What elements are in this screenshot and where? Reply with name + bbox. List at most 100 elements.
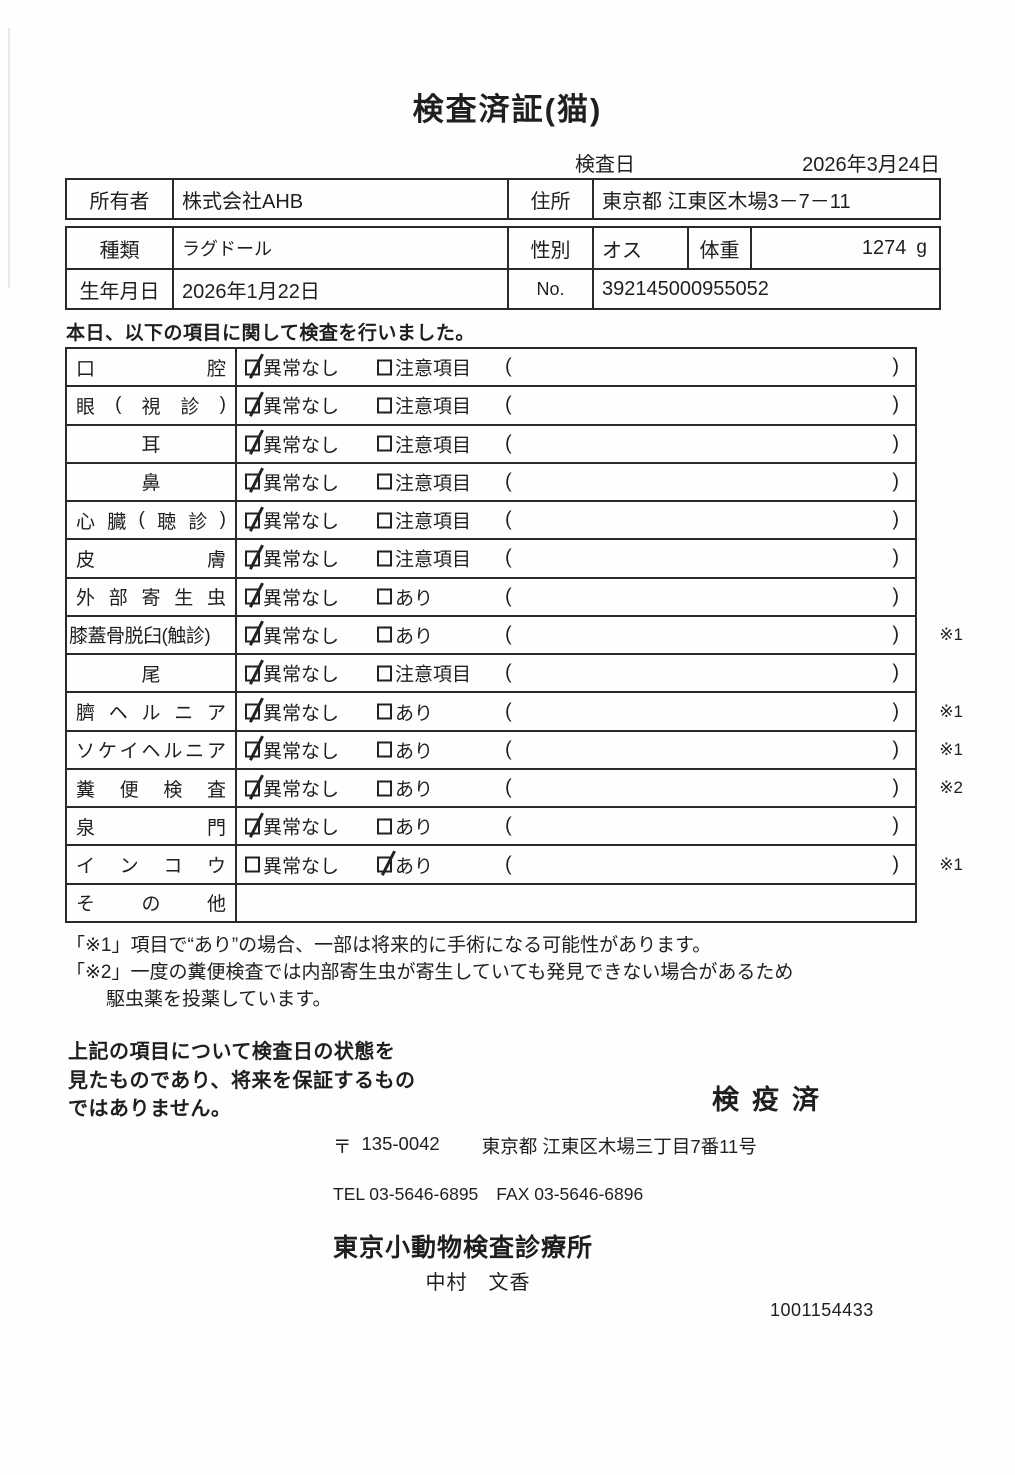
paren-open: (	[505, 814, 512, 837]
label-char: 膚	[206, 549, 226, 571]
checklist-table: 口腔異常なし 注意項目() 眼(視診) 異常なし 注意項目() 耳異常なし 注意項目() 鼻異…	[65, 347, 963, 923]
row-note: ※1	[939, 701, 963, 721]
checklist-option: 異常なし	[245, 775, 339, 802]
checklist-row-content: 異常なし 注意項目 ()	[237, 426, 915, 462]
checklist-row-content: 異常なし 注意項目 ()	[237, 540, 915, 576]
label-char: 寄	[141, 588, 161, 610]
label-char: 診	[188, 511, 208, 533]
checklist-option: 異常なし	[245, 392, 339, 419]
checklist-row: 鼻 異常なし 注意項目 ()	[67, 461, 915, 501]
checklist-option-label: 異常なし	[263, 473, 340, 495]
checkbox-checked-icon	[245, 703, 260, 720]
paren-open: (	[505, 585, 512, 608]
label-char: 臍	[76, 703, 96, 725]
checklist-option-label: 異常なし	[263, 588, 340, 610]
checklist-option: 注意項目	[377, 660, 471, 687]
label-char: ア	[206, 741, 226, 763]
checklist-row-label: 心臓 (聴診)	[67, 502, 237, 539]
disclaimer-line-2: 見たものであり、将来を保証するもの	[68, 1069, 416, 1092]
pet-table: 種類 ラグドール 性別 オス 体重 1274 g 生年月日 2026年1月22日…	[65, 226, 941, 310]
checklist-option: 異常なし	[245, 851, 339, 878]
checklist-row-content	[237, 885, 915, 921]
checklist-option: あり	[377, 698, 433, 725]
label-char: 心	[76, 511, 96, 533]
checkbox-icon	[377, 780, 392, 797]
owner-table: 所有者 株式会社AHB 住所 東京都 江東区木場3－7－11	[65, 178, 941, 220]
checklist-row-content: 異常なし 注意項目 ()	[237, 387, 915, 423]
checklist-option: 注意項目	[377, 507, 471, 534]
checklist-option: 異常なし	[245, 813, 339, 840]
label-char: ル	[163, 741, 183, 763]
pet-row-2: 生年月日 2026年1月22日 No. 392145000955052	[67, 268, 939, 308]
label-char: ケ	[97, 741, 117, 763]
checklist-row-label: 耳	[67, 425, 237, 462]
birth-value: 2026年1月22日	[172, 270, 507, 308]
quarantine-stamp: 検疫済	[712, 1085, 832, 1115]
checklist-option-label: 注意項目	[395, 473, 472, 495]
label-char: 生	[174, 588, 194, 610]
checklist-row: ソケイヘルニア 異常なし あり () ※1	[67, 729, 963, 768]
label-char: イ	[119, 741, 139, 763]
exam-date-label: 検査日	[575, 154, 635, 176]
label-char: コ	[163, 856, 183, 878]
checklist-row-label: 泉門	[67, 808, 237, 845]
checklist-row: 膝蓋骨脱臼(触診) 異常なし あり () ※1	[67, 614, 963, 654]
checklist-row-content: 異常なし あり ()	[237, 770, 915, 806]
checklist-option-label: 注意項目	[395, 664, 472, 686]
label-char: 視	[141, 396, 161, 418]
checkbox-checked-icon	[245, 473, 260, 490]
postal-code: 135-0042	[361, 1133, 440, 1154]
checklist-option-label: 注意項目	[395, 358, 472, 380]
label-char: イ	[76, 856, 96, 878]
checkbox-checked-icon	[245, 512, 260, 529]
checklist-option-label: 異常なし	[263, 817, 340, 839]
label-char: 聴	[157, 511, 177, 533]
checkbox-checked-icon	[245, 818, 260, 835]
paren-close: )	[892, 546, 899, 569]
scan-artifact-line	[8, 28, 10, 288]
label-char: ア	[206, 703, 226, 725]
checkbox-checked-icon	[245, 359, 260, 376]
label-char: 臓	[107, 511, 127, 533]
no-value: 392145000955052	[592, 270, 939, 308]
checklist-option: 注意項目	[377, 468, 471, 495]
checkbox-icon	[377, 512, 392, 529]
label-char: 耳	[141, 435, 161, 457]
checklist-row: 泉門異常なし あり()	[67, 806, 915, 845]
checklist-option: 注意項目	[377, 392, 471, 419]
checklist-row: 眼 (視診) 異常なし 注意項目 ()	[67, 385, 915, 424]
sex-label: 性別	[507, 228, 592, 268]
checkbox-checked-icon	[245, 397, 260, 414]
label-char: 便	[119, 779, 139, 801]
label-char: (	[115, 394, 122, 416]
label-char: 泉	[76, 817, 96, 839]
checkbox-icon	[377, 665, 392, 682]
footnotes: 「※1」項目で“あり”の場合、一部は将来的に手術になる可能性があります。 「※2…	[66, 932, 793, 1013]
checkbox-checked-icon	[245, 588, 260, 605]
checklist-option: あり	[377, 583, 433, 610]
footnote-2: 「※2」一度の糞便検査では内部寄生虫が寄生していても発見できない場合があるため	[66, 962, 794, 983]
exam-date-value: 2026年3月24日	[802, 154, 940, 176]
checklist-option: 異常なし	[245, 507, 339, 534]
checkbox-checked-icon	[377, 856, 392, 873]
checklist-option-label: あり	[395, 817, 434, 839]
paren-open: (	[505, 508, 512, 531]
label-char: )	[219, 394, 226, 416]
checklist-row-label: 眼 (視診)	[67, 387, 237, 424]
label-char: ン	[119, 856, 139, 878]
checklist-row-label: 尾	[67, 655, 237, 692]
checklist-option: 異常なし	[245, 354, 339, 381]
label-char: (	[138, 509, 145, 531]
checklist-row-content: 異常なし あり ()	[237, 617, 915, 653]
checklist-row: 皮膚異常なし 注意項目()	[67, 538, 915, 577]
checklist-option-label: 異常なし	[263, 626, 340, 648]
checklist-option-label: 注意項目	[395, 549, 472, 571]
checklist-row-content: 異常なし 注意項目 ()	[237, 502, 915, 538]
checklist-row: その他	[67, 882, 915, 921]
label-char: 門	[206, 817, 226, 839]
paren-open: (	[505, 738, 512, 761]
address-value: 東京都 江東区木場3－7－11	[592, 180, 939, 218]
label-char: ル	[141, 703, 161, 725]
checkbox-icon	[377, 435, 392, 452]
checklist-option: あり	[377, 736, 433, 763]
